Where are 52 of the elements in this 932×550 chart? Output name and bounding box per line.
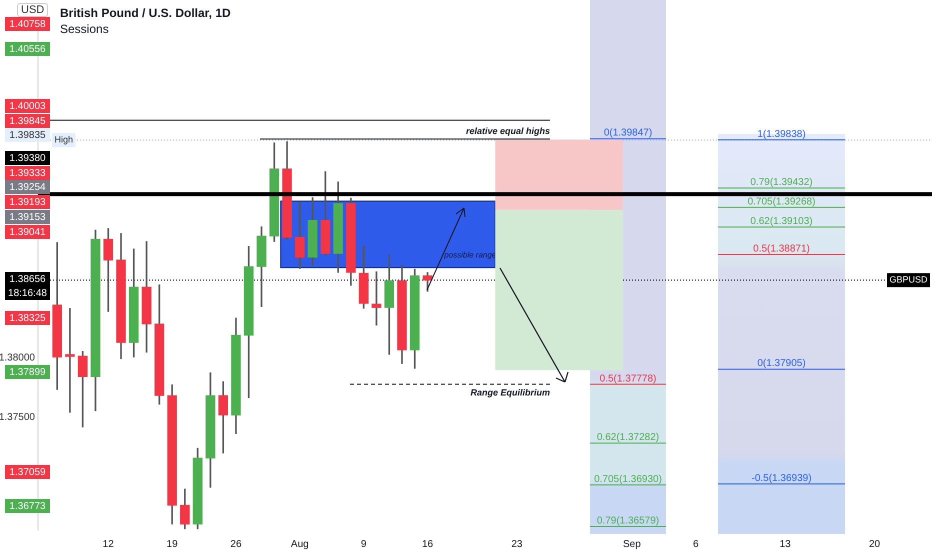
text: Sessions [60,22,109,36]
ref-line-label: 0.62(1.39103) [750,216,813,228]
annotation: 1.39041 [9,226,46,238]
x-tick-label: 20 [868,538,881,550]
ref-line-label: relative equal highs [466,126,550,136]
candlestick [65,308,75,413]
annotation: 1.39380 [9,152,46,164]
annotation: 1.40758 [9,18,46,30]
annotation: 1.36773 [9,500,46,512]
chart-title: British Pound / U.S. Dollar, 1D [60,6,231,20]
x-tick-label: 12 [102,538,114,550]
ref-line-label: 0.62(1.37282) [596,432,660,444]
band-label: possible range [443,250,497,260]
x-tick-label: 16 [422,538,434,550]
annotation: 1.40003 [9,100,46,112]
annotation: 1.37059 [9,466,46,478]
x-tick-label: 23 [511,538,523,550]
annotation: 1.39193 [9,196,46,208]
ref-line-label: 0.5(1.37778) [600,373,656,384]
ref-line-label: 0.5(1.38871) [753,244,810,255]
x-tick-label: Aug [290,538,309,550]
ref-line-label: 0.79(1.39432) [750,176,813,188]
y-axis-title: USD [17,3,48,17]
x-tick-label: 13 [780,538,792,550]
ref-line-label: Range Equilibrium [470,387,550,398]
y-tick-label: 1.38000 [0,352,36,364]
annotation: 1.39835 [9,130,46,141]
x-tick-label: 19 [166,538,178,550]
x-tick-label: 6 [692,538,699,550]
ref-line-label: -0.5(1.36939) [751,472,812,484]
ref-line-label: 0(1.39847) [604,128,652,139]
annotation: 1.39254 [9,182,46,193]
ref-line-label: GBPUSD [889,274,928,285]
ref-line-label: 0.705(1.36930) [594,474,662,485]
annotation: 1.39153 [9,212,46,223]
candlestick [372,271,382,326]
x-tick-label: Sep [622,538,642,550]
x-tick-label: 9 [360,538,367,550]
ref-line-label: 0(1.37905) [757,358,806,370]
ref-line-label: 0.79(1.36579) [596,516,660,527]
y-tick-label: 1.37500 [0,412,36,424]
annotation: 1.38325 [9,312,46,324]
annotation: 1.39333 [9,168,46,179]
annotation: 18:16:48 [8,288,48,299]
annotation: 1.39845 [9,116,46,127]
ref-line-label: 0.705(1.39268) [748,196,816,208]
x-tick-label: 26 [230,538,242,550]
annotation: 1.40556 [9,44,46,55]
ref-line-label: High [54,134,74,145]
annotation: 1.37899 [9,366,46,378]
annotation: 1.38656 [9,274,46,285]
ref-line-label: 1(1.39838) [757,128,806,140]
